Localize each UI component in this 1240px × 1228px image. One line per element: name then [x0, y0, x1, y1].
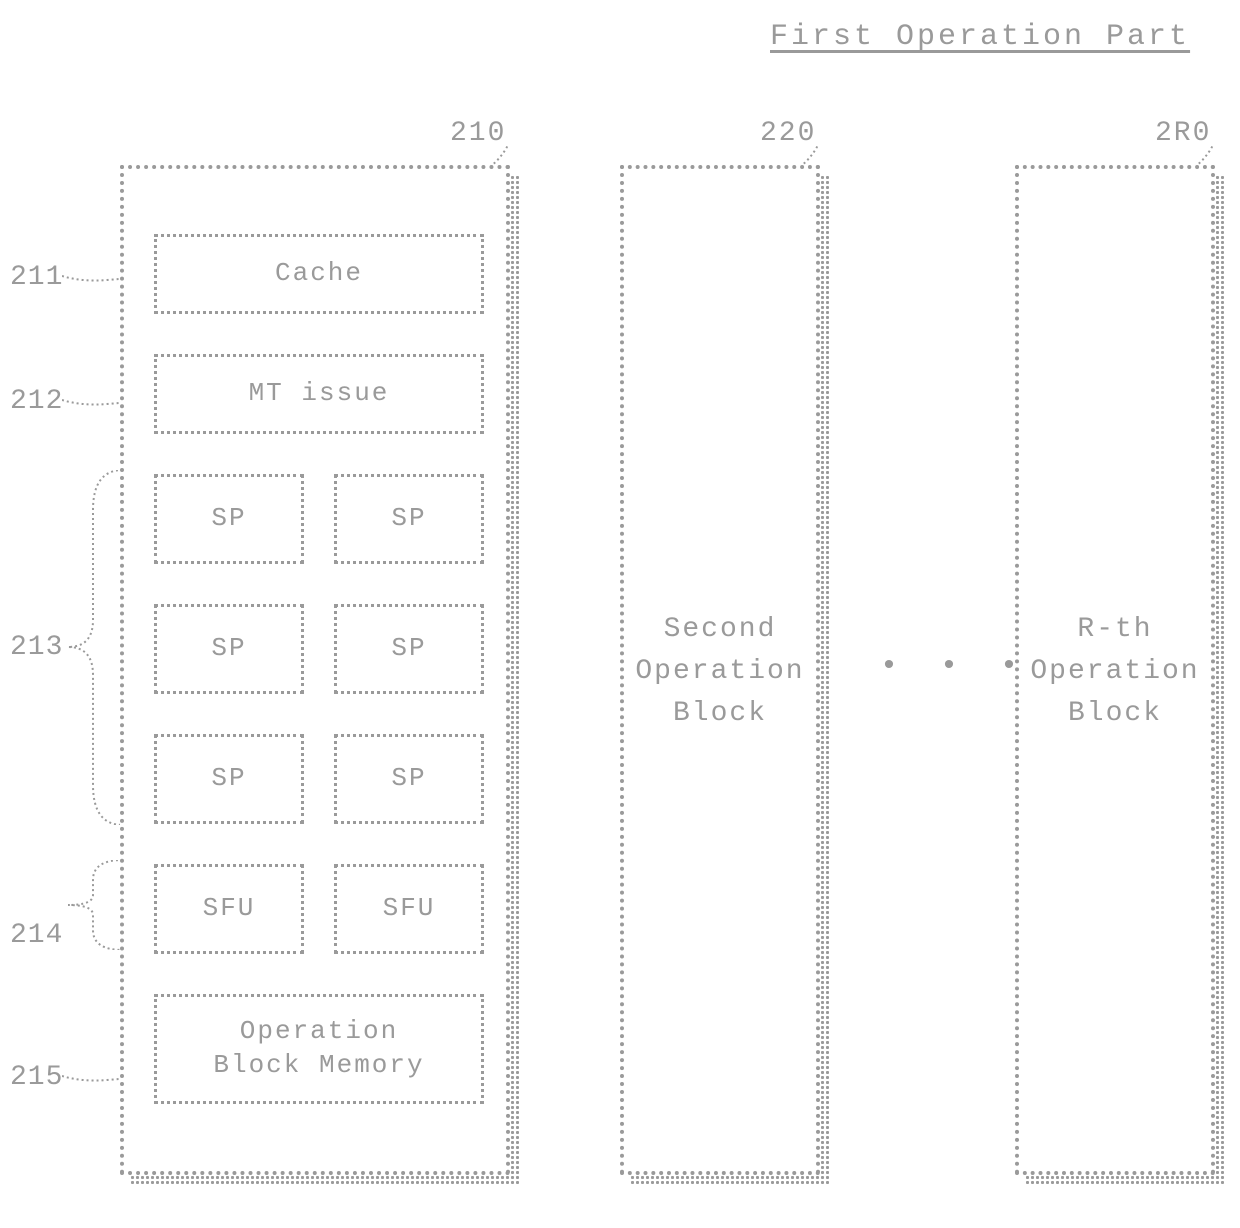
ref-211: 211: [10, 262, 63, 293]
ref-212: 212: [10, 386, 63, 417]
brace-214: [68, 860, 123, 950]
sfu-box-1: SFU: [154, 864, 304, 954]
sfu-label: SFU: [383, 892, 436, 926]
sfu-label: SFU: [203, 892, 256, 926]
cache-box: Cache: [154, 234, 484, 314]
block-2-label: Second Operation Block: [624, 609, 816, 735]
mt-issue-box: MT issue: [154, 354, 484, 434]
sp-label: SP: [211, 502, 246, 536]
block-3-label: R-th Operation Block: [1019, 609, 1211, 735]
memory-label: Operation Block Memory: [213, 1015, 424, 1083]
sp-box-2: SP: [334, 474, 484, 564]
diagram-title: First Operation Part: [770, 20, 1190, 54]
sp-box-4: SP: [334, 604, 484, 694]
block-3: R-th Operation Block: [1015, 165, 1215, 1175]
memory-box: Operation Block Memory: [154, 994, 484, 1104]
ellipsis: • • •: [880, 650, 1030, 684]
sp-box-3: SP: [154, 604, 304, 694]
mt-issue-label: MT issue: [249, 377, 390, 411]
sp-box-5: SP: [154, 734, 304, 824]
ref-213: 213: [10, 632, 63, 663]
cache-label: Cache: [275, 257, 363, 291]
ref-215: 215: [10, 1062, 63, 1093]
block-1: Cache MT issue SP SP SP SP SP SP SFU SFU…: [120, 165, 510, 1175]
sp-label: SP: [391, 632, 426, 666]
sp-label: SP: [211, 632, 246, 666]
block-2: Second Operation Block: [620, 165, 820, 1175]
sp-label: SP: [211, 762, 246, 796]
sp-box-6: SP: [334, 734, 484, 824]
sp-label: SP: [391, 502, 426, 536]
ref-214: 214: [10, 920, 63, 951]
sfu-box-2: SFU: [334, 864, 484, 954]
brace-213: [68, 470, 123, 825]
sp-box-1: SP: [154, 474, 304, 564]
sp-label: SP: [391, 762, 426, 796]
